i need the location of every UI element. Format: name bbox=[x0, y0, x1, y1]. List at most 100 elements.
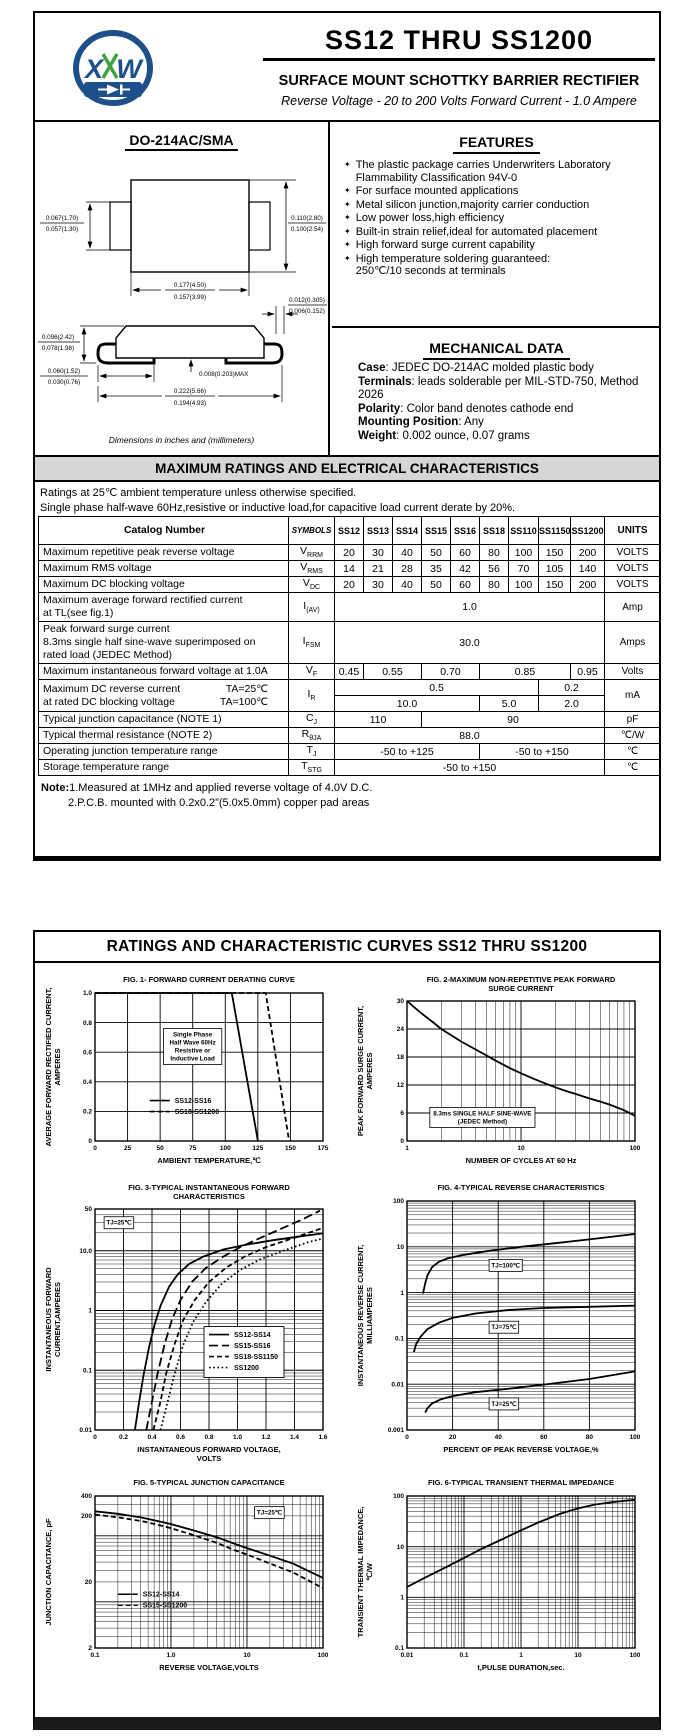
svg-text:75: 75 bbox=[189, 1145, 197, 1152]
svg-text:SS12-SS14: SS12-SS14 bbox=[234, 1332, 271, 1339]
svg-text:Inductive Load: Inductive Load bbox=[170, 1056, 215, 1063]
mech-label: Mounting Position bbox=[358, 416, 459, 428]
features-section: FEATURES ✦ The plastic package carries Un… bbox=[332, 122, 661, 328]
svg-text:200: 200 bbox=[81, 1513, 92, 1520]
table-notes: Note:1.Measured at 1MHz and applied reve… bbox=[41, 781, 372, 811]
svg-text:20: 20 bbox=[85, 1579, 93, 1586]
svg-text:1: 1 bbox=[519, 1652, 523, 1659]
svg-text:0.100(2.54): 0.100(2.54) bbox=[291, 226, 323, 233]
col-device: SS18 bbox=[479, 516, 509, 545]
value-cell: 56 bbox=[479, 560, 509, 577]
mech-item: Terminals: leads solderable per MIL-STD-… bbox=[358, 375, 639, 402]
svg-text:0.1: 0.1 bbox=[83, 1367, 92, 1374]
dim-standoff-in: 0.008(0.203)MAX bbox=[199, 371, 249, 378]
feature-item: ✦ Built-in strain relief,ideal for automa… bbox=[344, 226, 655, 239]
svg-text:125: 125 bbox=[252, 1145, 263, 1152]
svg-text:SS12-SS14: SS12-SS14 bbox=[143, 1592, 180, 1599]
svg-text:0.1: 0.1 bbox=[395, 1645, 404, 1652]
mech-item: Mounting Position: Any bbox=[358, 416, 484, 428]
svg-text:10.0: 10.0 bbox=[79, 1248, 92, 1255]
row-unit: ℃/W bbox=[604, 727, 661, 744]
svg-text:SS1200: SS1200 bbox=[234, 1365, 259, 1372]
svg-text:1: 1 bbox=[88, 1308, 92, 1315]
row-label: Maximum average forward rectified curren… bbox=[38, 592, 289, 622]
svg-text:400: 400 bbox=[81, 1493, 92, 1500]
svg-text:100: 100 bbox=[318, 1652, 329, 1659]
value-cell: 90 bbox=[421, 711, 605, 728]
table-row: Maximum instantaneous forward voltage at… bbox=[38, 663, 661, 680]
bullet-icon: ✦ bbox=[344, 186, 351, 195]
svg-text:10: 10 bbox=[243, 1652, 251, 1659]
col-device: SS1200 bbox=[570, 516, 605, 545]
svg-text:0.1: 0.1 bbox=[459, 1652, 468, 1659]
figure-2-surge-chart: 1 10 100 0 6 12 18 24 30 FIG. 2-MAXIMUM NON-REPET… bbox=[356, 975, 641, 1165]
svg-text:JUNCTION CAPACITANCE, pF: JUNCTION CAPACITANCE, pF bbox=[44, 1518, 53, 1626]
row-symbol: I(AV) bbox=[288, 592, 335, 622]
svg-text:0.2: 0.2 bbox=[83, 1109, 92, 1116]
svg-text:0.030(0.76): 0.030(0.76) bbox=[48, 379, 80, 386]
figure-5-capacitance-chart: 0.1 1.0 10 100 2 20 200 400 FIG. 5-TYPICAL JUNCT… bbox=[44, 1478, 329, 1672]
row-symbol: VRRM bbox=[288, 544, 335, 561]
row-symbol: CJ bbox=[288, 711, 335, 728]
value-cell: 150 bbox=[538, 576, 571, 593]
mech-label: Weight bbox=[358, 429, 397, 442]
svg-text:100: 100 bbox=[630, 1652, 641, 1659]
row-unit: Amps bbox=[604, 621, 661, 664]
value-cell: 1.0 bbox=[334, 592, 605, 622]
bullet-icon: ✦ bbox=[344, 226, 351, 236]
value-cell: 30 bbox=[363, 576, 393, 593]
svg-text:0.194(4.93): 0.194(4.93) bbox=[174, 400, 206, 407]
header-divider bbox=[35, 120, 659, 122]
table-row: Peak forward surge current 8.3ms single h… bbox=[38, 621, 661, 664]
value-cell: 60 bbox=[450, 544, 480, 561]
value-cell: 40 bbox=[392, 544, 422, 561]
table-header-row: Catalog Number SYMBOLS SS12 SS13 SS14 SS15 SS1… bbox=[38, 516, 661, 545]
figure-4-cell: 0 20 40 60 80 100 0.001 0.01 0.1 1 10 100 FIG. 4-TYP… bbox=[347, 1181, 659, 1476]
row-label: Peak forward surge current 8.3ms single h… bbox=[38, 621, 289, 664]
svg-text:20: 20 bbox=[449, 1434, 457, 1441]
value-cell: 200 bbox=[570, 544, 605, 561]
svg-text:CHARACTERISTICS: CHARACTERISTICS bbox=[173, 1192, 245, 1201]
svg-text:0.157(3.99): 0.157(3.99) bbox=[174, 294, 206, 301]
value-cell: 150 bbox=[538, 544, 571, 561]
svg-text:FIG. 2-MAXIMUM NON-REPETITIVE: FIG. 2-MAXIMUM NON-REPETITIVE PEAK FORWA… bbox=[427, 975, 616, 984]
svg-text:100: 100 bbox=[393, 1198, 404, 1205]
features-list: ✦ The plastic package carries Underwriter… bbox=[344, 159, 655, 278]
value-cell: 0.70 bbox=[421, 663, 480, 680]
value-cell: 10.0 bbox=[334, 695, 480, 712]
dim-body-height-in: 0.096(2.42) bbox=[42, 334, 74, 341]
value-cell: 88.0 bbox=[334, 727, 605, 744]
ratings-table: Catalog Number SYMBOLS SS12 SS13 SS14 SS15 SS1… bbox=[38, 516, 661, 776]
svg-text:Resistive or: Resistive or bbox=[175, 1048, 211, 1055]
row-symbol: VF bbox=[288, 663, 335, 680]
dim-terminal-thickness-in: 0.012(0.305) bbox=[289, 297, 325, 304]
dim-body-width-in: 0.110(2.80) bbox=[291, 215, 323, 222]
package-name: DO-214AC/SMA bbox=[35, 132, 328, 151]
row-label: Maximum instantaneous forward voltage at… bbox=[38, 663, 289, 680]
svg-text:175: 175 bbox=[318, 1145, 329, 1152]
svg-text:INSTANTANEOUS FORWARD VOLTAGE,: INSTANTANEOUS FORWARD VOLTAGE, bbox=[137, 1445, 280, 1454]
value-cell: 20 bbox=[334, 544, 364, 561]
value-cell: 42 bbox=[450, 560, 480, 577]
svg-text:1: 1 bbox=[405, 1145, 409, 1152]
feature-item: ✦ Metal silicon junction,majority carrier… bbox=[344, 199, 655, 212]
svg-text:AMPERES: AMPERES bbox=[365, 1052, 374, 1089]
bullet-icon: ✦ bbox=[344, 240, 351, 249]
figure-3-cell: 0 0.2 0.4 0.6 0.8 1.0 1.2 1.4 1.6 0.01 0.1 1 10.0 50 F… bbox=[35, 1181, 347, 1476]
value-cell: -50 to +150 bbox=[334, 759, 605, 776]
svg-text:1.0: 1.0 bbox=[233, 1434, 242, 1441]
svg-text:0: 0 bbox=[88, 1138, 92, 1145]
feature-text: Built-in strain relief,ideal for automat… bbox=[355, 225, 598, 238]
curves-section-header: RATINGS AND CHARACTERISTIC CURVES SS12 T… bbox=[35, 932, 659, 963]
svg-text:12: 12 bbox=[397, 1082, 405, 1089]
row-symbol: VDC bbox=[288, 576, 335, 593]
bullet-icon: ✦ bbox=[344, 160, 351, 169]
value-cell: 2.0 bbox=[538, 695, 605, 712]
charts-grid: 0 25 50 75 100 125 150 175 0 0.2 0.4 0.6 0.8 1.0 FIG. … bbox=[35, 963, 659, 1688]
value-cell: -50 to +150 bbox=[479, 743, 605, 760]
svg-text:FIG. 6-TYPICAL TRANSIENT THERM: FIG. 6-TYPICAL TRANSIENT THERMAL IMPEDAN… bbox=[428, 1478, 614, 1487]
svg-text:(JEDEC Method): (JEDEC Method) bbox=[458, 1118, 507, 1125]
value-cell: 20 bbox=[334, 576, 364, 593]
col-device: SS1150 bbox=[538, 516, 571, 545]
